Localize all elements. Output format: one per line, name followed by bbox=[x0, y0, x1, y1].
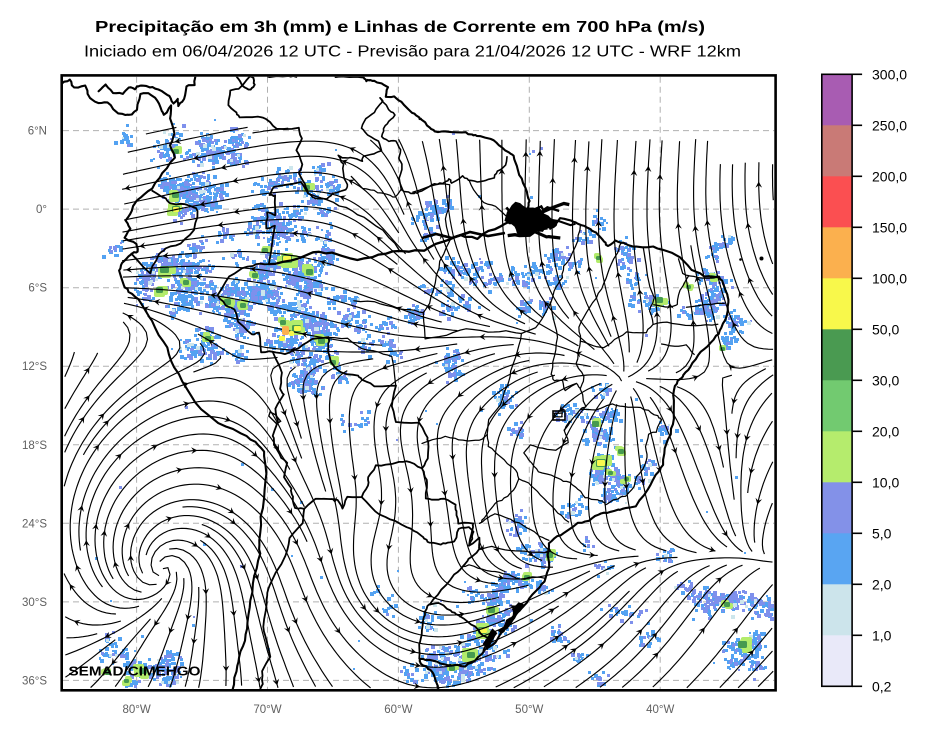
svg-text:2,0: 2,0 bbox=[872, 576, 892, 592]
svg-text:SEMAD/CIMEHGO: SEMAD/CIMEHGO bbox=[69, 664, 201, 679]
svg-text:12°S: 12°S bbox=[22, 361, 47, 373]
svg-text:40°W: 40°W bbox=[646, 704, 674, 716]
svg-text:50,0: 50,0 bbox=[872, 321, 899, 337]
svg-text:250,0: 250,0 bbox=[872, 117, 907, 133]
svg-text:5,0: 5,0 bbox=[872, 525, 892, 541]
svg-text:30°S: 30°S bbox=[22, 597, 47, 609]
svg-text:24°S: 24°S bbox=[22, 518, 47, 530]
svg-text:1,0: 1,0 bbox=[872, 627, 892, 643]
svg-text:60°W: 60°W bbox=[384, 704, 412, 716]
svg-text:20,0: 20,0 bbox=[872, 423, 899, 439]
svg-text:80°W: 80°W bbox=[122, 704, 150, 716]
svg-text:18°S: 18°S bbox=[22, 440, 47, 452]
svg-text:36°S: 36°S bbox=[22, 675, 47, 687]
svg-text:6°N: 6°N bbox=[28, 126, 47, 138]
svg-text:30,0: 30,0 bbox=[872, 372, 899, 388]
svg-text:Iniciado em 06/04/2026 12 UTC: Iniciado em 06/04/2026 12 UTC - Previsão… bbox=[84, 44, 741, 61]
svg-text:100,0: 100,0 bbox=[872, 270, 907, 286]
svg-text:6°S: 6°S bbox=[28, 283, 47, 295]
svg-text:200,0: 200,0 bbox=[872, 168, 907, 184]
svg-text:0°: 0° bbox=[36, 204, 47, 216]
svg-text:150,0: 150,0 bbox=[872, 219, 907, 235]
svg-text:300,0: 300,0 bbox=[872, 66, 907, 82]
svg-text:0,2: 0,2 bbox=[872, 678, 892, 694]
svg-text:70°W: 70°W bbox=[253, 704, 281, 716]
svg-text:10,0: 10,0 bbox=[872, 474, 899, 490]
svg-text:50°W: 50°W bbox=[515, 704, 543, 716]
svg-text:Precipitação em 3h (mm) e Linh: Precipitação em 3h (mm) e Linhas de Corr… bbox=[95, 19, 705, 36]
